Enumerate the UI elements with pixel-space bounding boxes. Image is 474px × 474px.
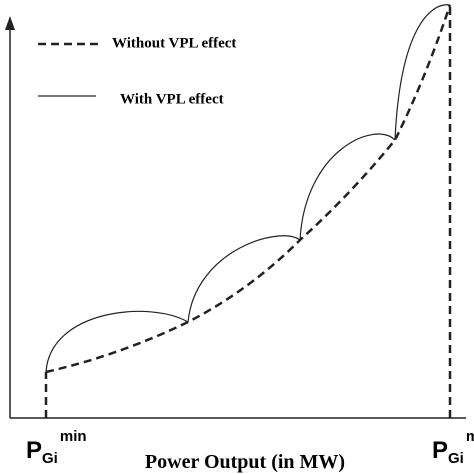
cost-curve-with-vpl: [45, 4, 451, 373]
label-sub: Gi: [42, 450, 58, 467]
label-sub: Gi: [448, 450, 464, 467]
legend-label: Without VPL effect: [112, 35, 236, 51]
label-sup: max: [466, 428, 474, 445]
cost-curve-without-vpl: [45, 4, 452, 374]
label-base: P: [432, 437, 448, 464]
legend-label: With VPL effect: [120, 91, 224, 107]
x-axis-title: Power Output (in MW): [145, 451, 345, 473]
min-label: PGimin: [26, 428, 87, 467]
label-base: P: [26, 437, 42, 464]
y-axis-arrow: [5, 16, 15, 30]
max-label: PGimax: [432, 428, 474, 467]
label-sup: min: [60, 428, 87, 445]
